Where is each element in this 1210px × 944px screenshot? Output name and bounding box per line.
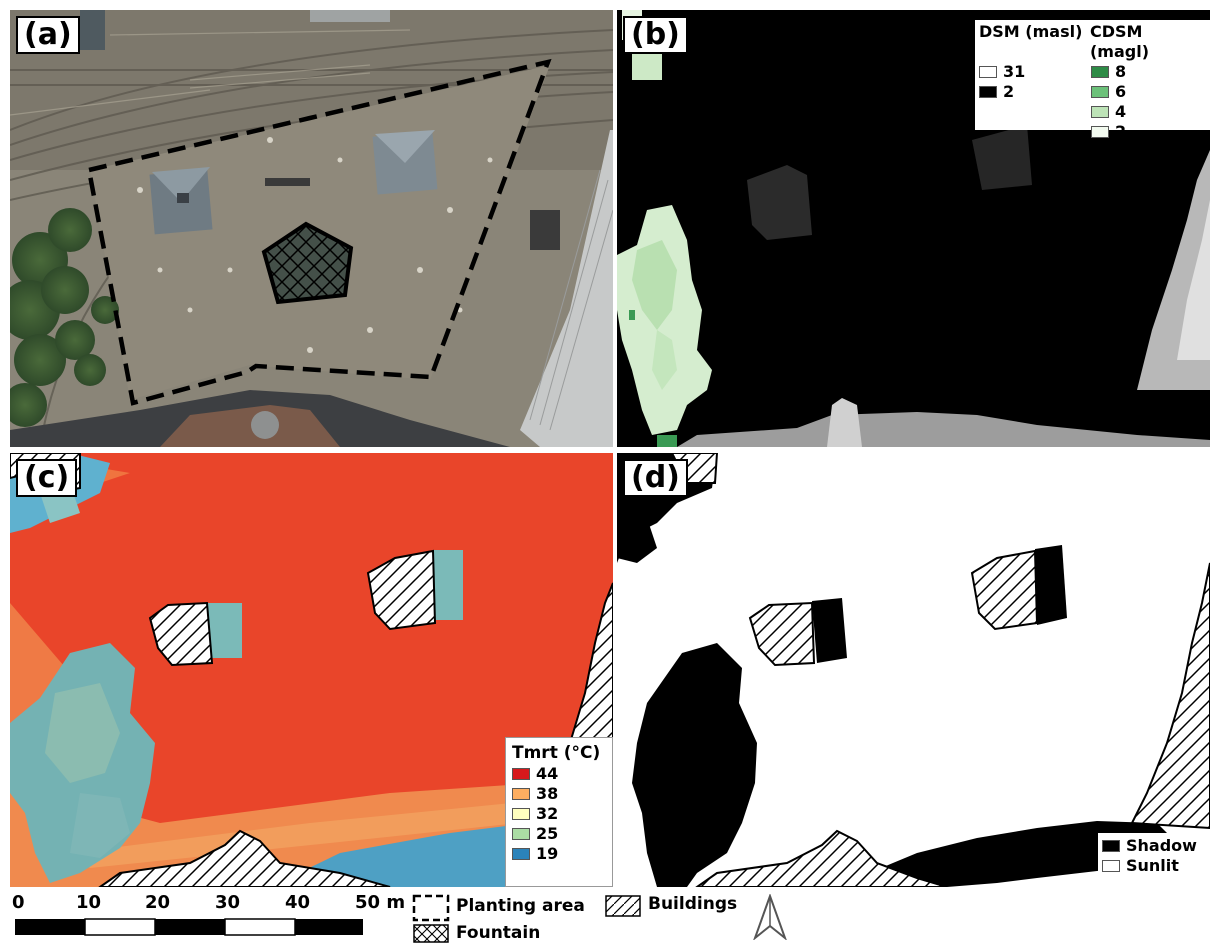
tmrt-item-44: 44: [512, 764, 606, 784]
tmrt-label-38: 38: [536, 784, 559, 803]
cdsm-label-2: 2: [1115, 122, 1127, 141]
map-footer: 0 10 20 30 40 50 m Planting area Buildin…: [0, 890, 1210, 943]
scale-tick-10: 10: [76, 892, 102, 913]
fountain-label: Fountain: [456, 923, 541, 943]
dsm-item-high: 31: [979, 62, 1091, 82]
tmrt-label-44: 44: [536, 764, 559, 783]
cdsm-label-6: 6: [1115, 82, 1127, 101]
panel-a-aerial: (a): [10, 10, 613, 447]
dsm-swatch-low: [979, 86, 997, 98]
panel-b-dsm: (b) DSM (masl) CDSM (magl) 31 2 8: [617, 10, 1210, 447]
dsm-cdsm-legend: DSM (masl) CDSM (magl) 31 2 8: [975, 20, 1210, 141]
tmrt-label-25: 25: [536, 824, 559, 843]
tmrt-swatch-38: [512, 788, 530, 800]
cdsm-item-4: 4: [1091, 102, 1126, 122]
cdsm-swatch-8: [1091, 66, 1109, 78]
sunlit-swatch: [1102, 860, 1120, 872]
panel-d-shadow: (d) Shadow Sunlit: [617, 453, 1210, 887]
dsm-item-low: 2: [979, 82, 1091, 102]
planting-area-label: Planting area: [456, 896, 585, 916]
dsm-label-low: 2: [1003, 82, 1015, 101]
aerial-image: [10, 10, 613, 447]
shadow-item: Shadow: [1102, 836, 1206, 856]
dsm-legend-items: 31 2: [979, 62, 1091, 142]
buildings-swatch: [605, 895, 641, 917]
tmrt-item-38: 38: [512, 784, 606, 804]
scale-tick-40: 40: [285, 892, 311, 913]
panel-label-b: (b): [623, 16, 688, 54]
cdsm-swatch-2: [1091, 126, 1109, 138]
buildings-label: Buildings: [648, 894, 738, 914]
cdsm-legend-title: CDSM (magl): [1089, 22, 1150, 61]
cdsm-swatch-4: [1091, 106, 1109, 118]
shadow-swatch: [1102, 840, 1120, 852]
cdsm-item-8: 8: [1091, 62, 1126, 82]
tmrt-legend: Tmrt (°C) 44 38 32 25 19: [505, 737, 613, 887]
tmrt-item-25: 25: [512, 824, 606, 844]
cdsm-label-8: 8: [1115, 62, 1127, 81]
shadow-raster: [617, 453, 1210, 887]
planting-area-swatch: [412, 894, 450, 922]
scale-tick-30: 30: [215, 892, 241, 913]
tmrt-label-32: 32: [536, 804, 559, 823]
tmrt-label-19: 19: [536, 844, 559, 863]
cdsm-swatch-6: [1091, 86, 1109, 98]
shadow-legend: Shadow Sunlit: [1098, 833, 1210, 883]
cdsm-legend-items: 8 6 4 2: [1091, 62, 1126, 142]
scale-tick-0: 0: [12, 892, 25, 913]
tmrt-legend-title: Tmrt (°C): [512, 743, 601, 763]
cdsm-item-2: 2: [1091, 122, 1126, 142]
panel-label-c: (c): [16, 459, 78, 497]
scale-tick-20: 20: [145, 892, 171, 913]
panel-c-tmrt: (c) Tmrt (°C) 44 38 32 25 19: [10, 453, 613, 887]
tmrt-swatch-44: [512, 768, 530, 780]
fountain-swatch: [413, 924, 449, 943]
scale-tick-50: 50 m: [355, 892, 406, 913]
panel-label-a: (a): [16, 16, 80, 54]
tmrt-swatch-25: [512, 828, 530, 840]
cdsm-item-6: 6: [1091, 82, 1126, 102]
sunlit-label: Sunlit: [1126, 856, 1179, 875]
tmrt-item-32: 32: [512, 804, 606, 824]
tmrt-item-19: 19: [512, 844, 606, 864]
tmrt-swatch-19: [512, 848, 530, 860]
tmrt-swatch-32: [512, 808, 530, 820]
dsm-legend-title: DSM (masl): [979, 22, 1083, 41]
shadow-label: Shadow: [1126, 836, 1197, 855]
scale-bar: [15, 918, 363, 936]
dsm-swatch-high: [979, 66, 997, 78]
sunlit-item: Sunlit: [1102, 856, 1206, 876]
cdsm-label-4: 4: [1115, 102, 1127, 121]
north-arrow-icon: [753, 894, 787, 940]
panel-label-d: (d): [623, 459, 688, 497]
dsm-label-high: 31: [1003, 62, 1026, 81]
